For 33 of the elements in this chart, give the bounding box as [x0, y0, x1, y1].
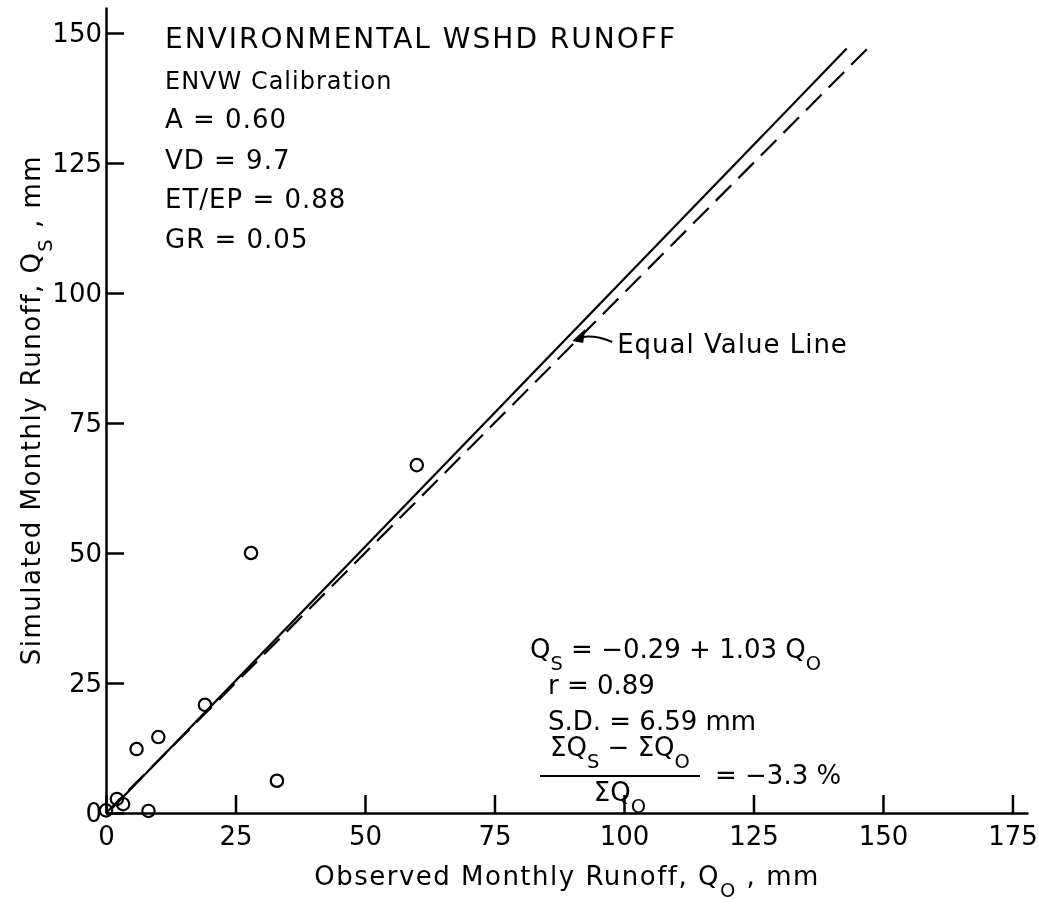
y-tick-label: 150: [52, 17, 102, 48]
point: [141, 803, 156, 819]
point: [115, 796, 131, 812]
x-tick-label: 100: [599, 821, 650, 852]
annotation: A = 0.60: [165, 104, 287, 134]
point: [129, 741, 144, 757]
point: [243, 545, 259, 561]
annotation: ET/EP = 0.88: [165, 184, 347, 214]
point: [151, 729, 166, 745]
annotation: Equal Value Line: [617, 329, 848, 359]
annotation: = −3.3 %: [715, 760, 842, 790]
y-tick-label: 25: [68, 667, 102, 698]
x-tick-label: 50: [348, 821, 383, 852]
annotation: ΣQ$_{O}$: [593, 777, 647, 818]
point: [197, 697, 213, 713]
y-tick-label: 75: [68, 407, 102, 438]
x-tick-label: 75: [478, 821, 512, 852]
annotation: GR = 0.05: [165, 224, 309, 254]
y-tick-label: 50: [68, 537, 102, 568]
y-tick-label: 100: [52, 277, 102, 308]
x-tick-label: 125: [729, 821, 779, 852]
text: ENVIRONMENTAL WSHD RUNOFF: [165, 22, 677, 55]
point: [109, 791, 125, 807]
x-tick-label: 175: [988, 821, 1038, 852]
text: ENVW Calibration: [165, 67, 393, 95]
point: [409, 457, 425, 473]
annotation: VD = 9.7: [165, 145, 291, 175]
x-axis-title: Observed Monthly Runoff, Q$_{O}$ , mm: [314, 861, 820, 899]
x-tick-label: 150: [858, 821, 909, 852]
point: [269, 773, 285, 789]
y-tick-label: 0: [85, 797, 102, 828]
y-tick-label: 125: [52, 147, 102, 178]
x-tick-label: 25: [219, 821, 253, 852]
